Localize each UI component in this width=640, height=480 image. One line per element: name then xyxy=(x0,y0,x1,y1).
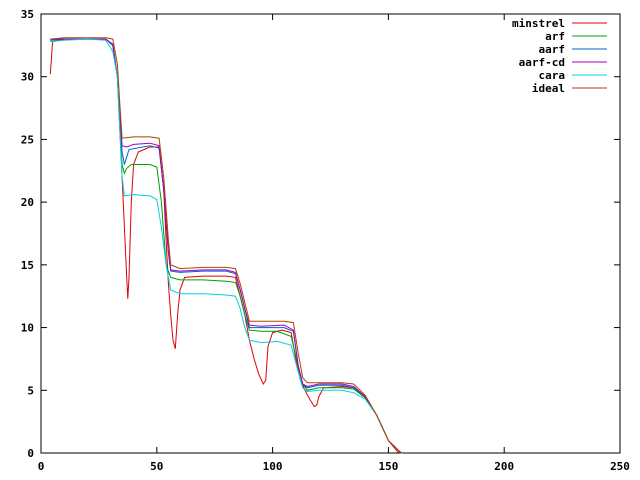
y-tick-label: 5 xyxy=(27,384,34,397)
series-line-ideal xyxy=(50,37,403,454)
x-tick-label: 100 xyxy=(263,460,283,473)
series-line-aarf xyxy=(50,38,403,454)
axis-tick-labels: 0 50 100 150 200 250 0 5 10 15 20 25 30 35 xyxy=(21,8,630,473)
legend-label-aarf: aarf xyxy=(539,43,566,56)
y-tick-label: 0 xyxy=(27,447,34,460)
series-line-aarf-cd xyxy=(50,38,403,454)
series-line-arf xyxy=(50,38,403,454)
legend-label-arf: arf xyxy=(545,30,565,43)
plot-frame xyxy=(40,13,621,454)
y-tick-label: 25 xyxy=(21,133,34,146)
y-tick-label: 20 xyxy=(21,196,34,209)
x-tick-label: 150 xyxy=(378,460,398,473)
y-tick-label: 35 xyxy=(21,8,34,21)
legend-label-minstrel: minstrel xyxy=(512,17,565,30)
x-tick-label: 200 xyxy=(494,460,514,473)
legend-label-cara: cara xyxy=(539,69,566,82)
legend-label-aarf-cd: aarf-cd xyxy=(519,56,565,69)
y-tick-label: 15 xyxy=(21,259,34,272)
x-tick-label: 250 xyxy=(610,460,630,473)
y-tick-label: 30 xyxy=(21,71,34,84)
series-line-cara xyxy=(50,38,403,454)
series-lines xyxy=(49,37,403,454)
axis-ticks xyxy=(40,13,621,454)
x-tick-label: 0 xyxy=(38,460,45,473)
legend-label-ideal: ideal xyxy=(532,82,565,95)
y-tick-label: 10 xyxy=(21,322,34,335)
series-line-minstrel xyxy=(49,38,403,454)
x-tick-label: 50 xyxy=(150,460,163,473)
